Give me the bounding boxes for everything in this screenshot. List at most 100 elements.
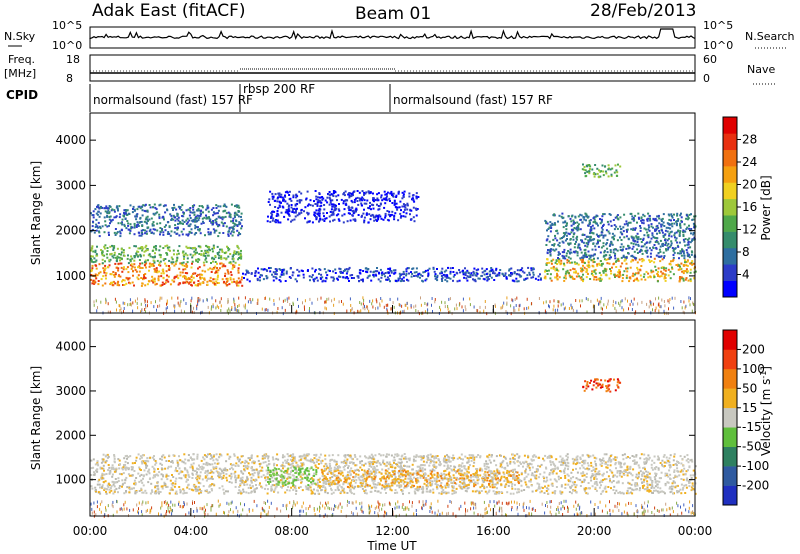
range-cell [576,309,578,313]
range-cell [325,307,327,311]
range-cell [228,226,231,229]
range-cell [267,215,269,218]
range-cell [152,221,155,224]
range-cell [318,192,321,195]
range-cell [165,264,168,267]
range-cell [288,210,291,213]
range-cell [282,273,285,276]
range-cell [630,260,633,263]
range-cell [669,231,672,234]
range-cell [183,264,186,267]
range-cell [91,229,94,232]
range-cell [267,455,270,458]
range-cell [194,249,197,252]
range-cell [481,267,484,270]
range-cell [342,193,345,196]
range-cell [487,490,490,493]
range-cell [166,208,168,211]
range-cell [343,191,346,194]
range-cell [159,222,162,225]
range-cell [156,259,159,262]
range-cell [243,483,246,486]
range-cell [232,228,235,231]
range-cell [604,268,607,271]
range-cell [630,212,633,215]
range-cell [503,473,506,476]
range-cell [572,235,575,238]
range-cell [162,215,165,218]
range-cell [609,464,612,467]
range-cell [198,209,201,212]
range-cell [362,306,364,310]
range-cell [368,213,371,216]
range-cell [310,492,313,495]
range-cell [646,255,649,258]
range-cell [291,219,294,222]
range-cell [676,214,679,217]
range-cell [275,215,278,217]
range-cell [608,277,611,280]
range-cell [355,197,357,200]
range-cell [607,175,610,178]
range-cell [234,211,237,214]
range-cell [370,203,373,206]
range-cell [265,308,267,311]
range-cell [595,222,598,225]
range-cell [385,278,387,281]
range-cell [389,215,392,218]
range-cell [197,228,199,231]
range-cell [294,203,297,206]
range-cell [333,204,336,207]
range-cell [581,168,584,171]
range-cell [209,276,212,279]
range-cell [183,255,186,258]
range-cell [267,457,270,460]
range-cell [94,226,97,228]
range-cell [281,268,284,271]
range-cell [445,276,448,279]
range-cell [121,223,124,226]
range-cell [340,198,343,201]
range-cell [563,233,566,236]
range-cell [103,489,106,491]
range-cell [585,174,588,177]
range-cell [686,218,689,221]
range-cell [100,478,103,481]
range-cell [577,272,580,275]
range-cell [154,245,157,247]
range-cell [102,275,105,278]
range-cell [408,192,411,195]
range-cell [626,472,629,475]
range-cell [227,234,230,237]
range-cell [672,459,675,462]
range-cell [108,205,111,207]
range-cell [212,267,215,270]
range-cell [606,262,609,265]
range-cell [316,201,319,204]
range-cell [625,256,628,259]
range-cell [91,247,94,250]
range-cell [425,278,428,281]
range-cell [572,277,575,280]
range-cell [141,231,143,234]
range-cell [513,473,516,476]
range-cell [292,455,295,458]
range-cell [636,241,639,243]
range-cell [294,278,297,281]
range-cell [133,256,136,259]
range-cell [105,205,108,208]
range-cell [617,259,620,262]
range-cell [364,307,366,311]
range-cell [469,297,471,301]
range-cell [324,488,327,491]
range-cell [637,238,640,241]
range-cell [228,230,230,233]
range-cell [591,248,594,251]
range-cell [289,303,291,306]
range-cell [289,197,292,200]
range-cell [436,279,439,282]
range-cell [579,276,582,279]
range-cell [329,194,332,197]
range-cell [461,305,463,309]
range-cell [169,249,171,252]
